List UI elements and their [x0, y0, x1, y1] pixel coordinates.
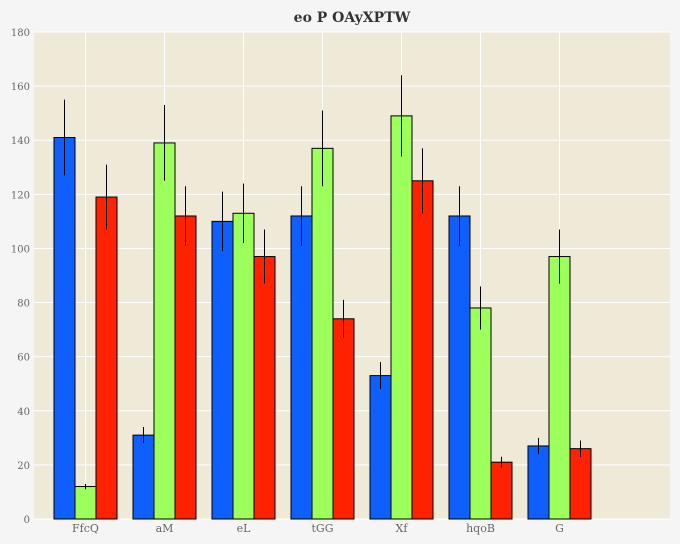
y-tick-label: 80 — [17, 299, 30, 310]
bar-hqoB-0 — [448, 215, 471, 520]
bar-tGG-1 — [311, 147, 334, 520]
error-bars-layer — [64, 75, 581, 490]
bar-eL-1 — [232, 212, 255, 520]
y-tick-label: 120 — [11, 190, 30, 201]
bar-tGG-0 — [290, 215, 313, 520]
x-tick-label: Xf — [396, 522, 409, 535]
bar-Xf-0 — [369, 375, 392, 520]
bar-FfcQ-1 — [74, 486, 97, 520]
x-tick-label: aM — [156, 522, 174, 535]
y-tick-label: 100 — [11, 244, 30, 255]
bar-G-2 — [569, 448, 592, 520]
x-tick-label: FfcQ — [72, 522, 99, 535]
bar-aM-2 — [174, 215, 197, 520]
bar-eL-0 — [211, 220, 234, 520]
chart-title: eo P OAyXPTW — [294, 10, 411, 26]
bar-aM-1 — [153, 142, 176, 520]
x-axis: FfcQ aM eL tGG Xf hqoB G — [72, 522, 564, 535]
y-tick-label: 160 — [11, 82, 30, 93]
y-tick-label: 140 — [11, 136, 30, 147]
bar-Xf-2 — [411, 180, 434, 520]
y-tick-label: 180 — [11, 28, 30, 39]
x-tick-label: tGG — [312, 522, 334, 535]
bar-FfcQ-2 — [95, 196, 118, 520]
bar-G-1 — [548, 256, 571, 520]
bar-G-0 — [527, 445, 550, 520]
bar-hqoB-1 — [469, 307, 492, 520]
y-axis: 0 20 40 60 80 100 120 140 160 180 — [11, 28, 30, 526]
x-tick-label: G — [555, 522, 564, 535]
y-tick-label: 20 — [17, 461, 30, 472]
y-tick-label: 60 — [17, 353, 30, 364]
bar-FfcQ-0 — [53, 137, 76, 520]
x-tick-label: hqoB — [466, 522, 495, 535]
bar-tGG-2 — [332, 318, 355, 520]
y-tick-label: 40 — [17, 407, 30, 418]
bar-aM-0 — [132, 434, 155, 520]
bars-layer — [53, 115, 592, 520]
bar-hqoB-2 — [490, 461, 513, 520]
bar-Xf-1 — [390, 115, 413, 520]
y-tick-label: 0 — [24, 515, 30, 526]
x-tick-label: eL — [237, 522, 252, 535]
bar-eL-2 — [253, 256, 276, 520]
